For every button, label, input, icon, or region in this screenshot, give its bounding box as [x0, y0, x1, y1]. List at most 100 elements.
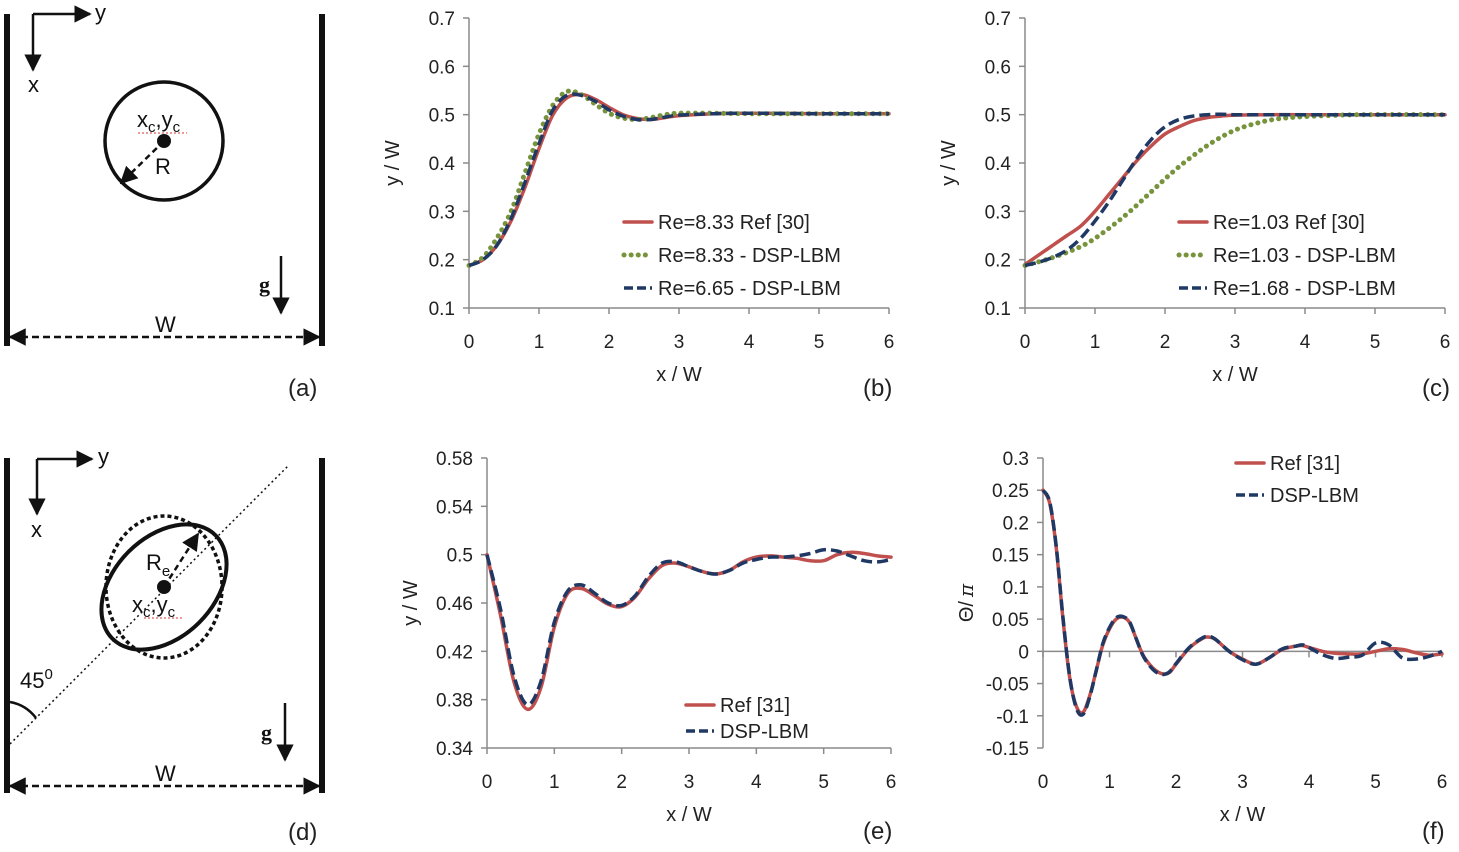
y-tick-label: 0.34 [436, 739, 473, 760]
y-tick-label: -0.15 [986, 739, 1029, 760]
series-line [1041, 489, 1443, 717]
x-axis-title: x / W [656, 364, 702, 386]
y-tick-label: 0.58 [436, 449, 473, 470]
y-tick-label: 0.3 [429, 202, 455, 223]
y-tick-label: 0.5 [447, 546, 473, 567]
y-tick-label: 0.1 [429, 299, 455, 320]
gravity-label: g [259, 272, 270, 297]
charts: 0.1 0.2 0.3 0.4 0.5 0.6 0.7 0 1 2 3 4 5 6 x / W y / W Re… [382, 9, 1450, 845]
x-tick-label: 1 [534, 332, 545, 353]
y-tick-label: 0.2 [985, 251, 1011, 272]
x-tick-label: 2 [616, 772, 627, 793]
series-line [1022, 112, 1448, 268]
center-label: xc,yc [137, 107, 181, 136]
radius-arrow [162, 532, 200, 588]
y-axis-label: y [98, 444, 109, 469]
particle-circle [103, 80, 225, 202]
y-tick-label: 0.3 [1003, 449, 1029, 470]
radius-arrow [119, 140, 165, 185]
x-tick-label: 6 [1440, 332, 1451, 353]
x-tick-label: 0 [1038, 772, 1049, 793]
x-tick-label: 3 [674, 332, 685, 353]
series-line [1024, 112, 1445, 268]
x-tick-label: 1 [1104, 772, 1115, 793]
y-tick-label: 0.1 [985, 299, 1011, 320]
y-tick-label: 0.6 [985, 57, 1011, 78]
x-tick-label: 5 [814, 332, 825, 353]
legend-label: Re=8.33 - DSP-LBM [658, 245, 841, 267]
y-tick-label: -0.05 [986, 675, 1029, 696]
y-axis-title: y / W [382, 140, 404, 186]
radius-label: Re [146, 550, 170, 580]
y-tick-label: 0.3 [985, 202, 1011, 223]
x-tick-label: 6 [884, 332, 895, 353]
x-axis-label: x [28, 72, 39, 97]
angle-label: 450 [20, 666, 53, 693]
particle-ellipse [99, 522, 229, 652]
series-line [467, 92, 891, 268]
legend-label: Re=8.33 Ref [30] [658, 212, 810, 234]
series-line [485, 547, 892, 707]
radius-label: R [155, 154, 171, 179]
x-axis-label: x [31, 517, 42, 542]
x-tick-label: 5 [818, 772, 829, 793]
x-tick-label: 1 [549, 772, 560, 793]
panel-label-f: (f) [1422, 818, 1445, 845]
chart-b: 0.1 0.2 0.3 0.4 0.5 0.6 0.7 0 1 2 3 4 5 6 x / W y / W Re… [382, 9, 894, 402]
chart-f: -0.15 -0.1 -0.05 0 0.05 0.1 0.15 0.2 0.25 0.3 0 1 2 3… [954, 449, 1447, 845]
x-tick-label: 5 [1370, 332, 1381, 353]
schematic-d: y x Re xc,yc 450 g W (d) [4, 444, 325, 846]
panel-label-d: (d) [288, 819, 317, 846]
legend-label: Re=6.65 - DSP-LBM [658, 278, 841, 300]
y-tick-label: 0.4 [429, 154, 456, 175]
x-tick-label: 0 [1020, 332, 1031, 353]
x-tick-label: 1 [1090, 332, 1101, 353]
y-tick-label: 0.7 [429, 9, 455, 30]
x-tick-label: 4 [744, 332, 755, 353]
series-line [468, 92, 890, 268]
y-tick-label: 0.05 [992, 610, 1029, 631]
angle-arc [9, 700, 37, 719]
panel-label-a: (a) [288, 375, 317, 402]
chart-c: 0.1 0.2 0.3 0.4 0.5 0.6 0.7 0 1 2 3 4 5 6 x / W y / W Re… [938, 9, 1450, 402]
y-tick-label: -0.1 [996, 707, 1029, 728]
y-tick-label: 0.1 [1003, 578, 1029, 599]
y-tick-label: 0.5 [429, 106, 455, 127]
y-tick-label: 0.2 [1003, 513, 1029, 534]
x-axis-title: x / W [1220, 804, 1266, 826]
series-line [1041, 488, 1444, 715]
legend-label: DSP-LBM [1270, 485, 1359, 507]
x-tick-label: 3 [1237, 772, 1248, 793]
width-label: W [155, 761, 176, 786]
legend-label: Ref [31] [720, 695, 790, 717]
width-label: W [155, 312, 176, 337]
legend-label: DSP-LBM [720, 721, 809, 743]
x-tick-label: 6 [886, 772, 897, 793]
x-axis-title: x / W [666, 804, 712, 826]
x-tick-label: 6 [1437, 772, 1448, 793]
series-line [1023, 112, 1447, 267]
x-tick-label: 0 [464, 332, 475, 353]
y-tick-label: 0.5 [985, 106, 1011, 127]
y-tick-label: 0.4 [985, 154, 1012, 175]
y-tick-label: 0.6 [429, 57, 455, 78]
chart-e: 0.34 0.38 0.42 0.46 0.5 0.54 0.58 0 1 2 3 4 5 6 x / W y… [400, 449, 896, 845]
gravity-label: g [261, 720, 272, 745]
x-tick-label: 4 [1300, 332, 1311, 353]
x-tick-label: 2 [604, 332, 615, 353]
schematic-a: y x xc,yc R g W (a) [4, 0, 325, 402]
y-axis-title: y / W [400, 580, 422, 626]
x-tick-label: 0 [482, 772, 493, 793]
legend-label: Re=1.03 - DSP-LBM [1213, 245, 1396, 267]
panel-label-e: (e) [863, 818, 892, 845]
x-tick-label: 3 [1230, 332, 1241, 353]
diagonal-line [9, 465, 289, 745]
x-tick-label: 5 [1370, 772, 1381, 793]
legend-label: Ref [31] [1270, 453, 1340, 475]
y-axis-title: Θ/π [954, 583, 978, 622]
y-tick-label: 0.42 [436, 642, 473, 663]
legend-label: Re=1.03 Ref [30] [1213, 212, 1365, 234]
y-tick-label: 0.46 [436, 594, 473, 615]
y-axis-label: y [95, 0, 106, 25]
